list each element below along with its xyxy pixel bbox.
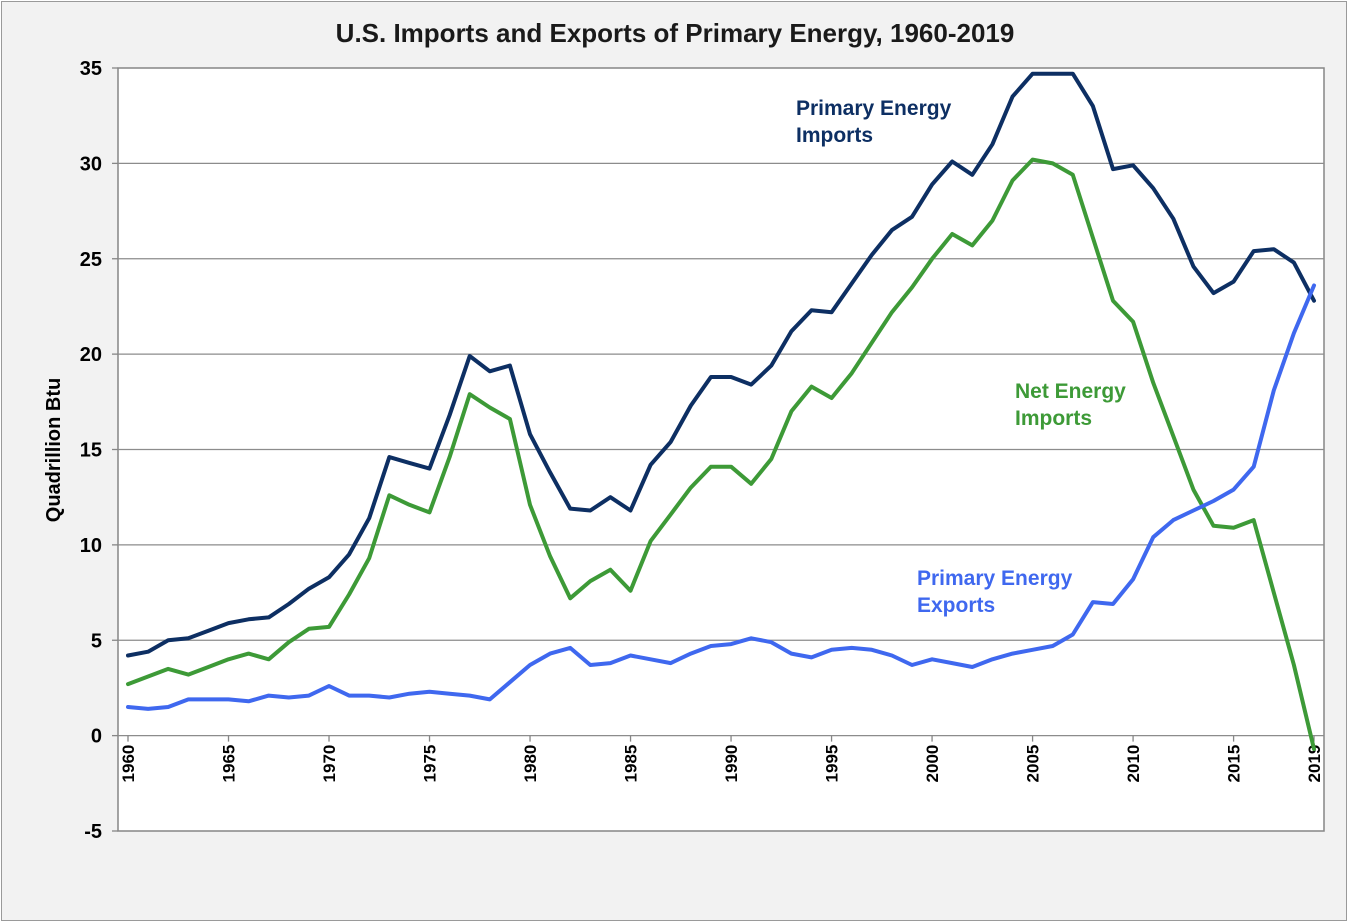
x-tick-label: 1965 — [220, 745, 239, 783]
series-labels: Primary Energy Imports Net Energy Imports Pr… — [796, 97, 1126, 617]
y-tick-label: 25 — [80, 249, 102, 271]
y-tick-label: 15 — [80, 440, 102, 462]
x-tick-label: 2015 — [1225, 745, 1244, 783]
series-label: Primary Energy Imports — [796, 97, 952, 147]
x-tick-label: 1985 — [622, 745, 641, 783]
y-tick-label: 0 — [91, 726, 102, 748]
x-tick-label: 1995 — [823, 745, 842, 783]
y-tick-label: 20 — [80, 344, 102, 366]
x-tick-label: 2000 — [923, 745, 942, 783]
x-tick-label: 1990 — [722, 745, 741, 783]
x-tick-label: 1980 — [521, 745, 540, 783]
x-tick-label: 1975 — [421, 745, 440, 783]
gridlines — [118, 162, 1324, 737]
y-tick-label: -5 — [84, 821, 102, 843]
x-axis-ticks: 1960 1965 1970 1975 1980 1985 1990 1995 2000 2005… — [119, 735, 1324, 783]
y-tick-label: 30 — [80, 153, 102, 175]
series-line-primary-energy-exports — [126, 283, 1316, 711]
series-line-primary-energy-imports — [126, 71, 1316, 658]
series-line-net-energy-imports — [126, 157, 1316, 751]
chart-title: U.S. Imports and Exports of Primary Ener… — [336, 18, 1015, 48]
y-tick-label: 35 — [80, 58, 102, 80]
x-tick-label: 1960 — [119, 745, 138, 783]
x-tick-label: 1970 — [320, 745, 339, 783]
y-tick-label: 10 — [80, 535, 102, 557]
series-label: Net Energy Imports — [1015, 380, 1126, 430]
y-axis-label: Quadrillion Btu — [43, 378, 65, 522]
x-tick-label: 2005 — [1024, 745, 1043, 783]
y-axis-ticks: -5 0 5 10 15 20 25 30 35 — [80, 58, 118, 843]
x-tick-label: 2010 — [1124, 745, 1143, 783]
series-lines — [126, 71, 1316, 751]
x-tick-label: 2019 — [1305, 745, 1324, 783]
y-tick-label: 5 — [91, 630, 102, 652]
series-label: Primary Energy Exports — [917, 567, 1073, 617]
